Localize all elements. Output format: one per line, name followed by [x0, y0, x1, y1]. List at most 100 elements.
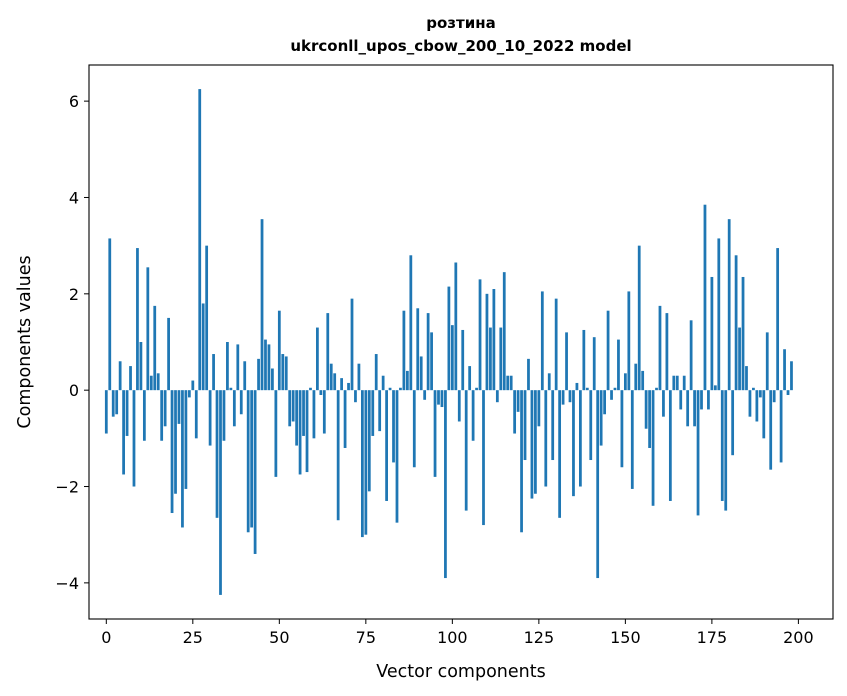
bar-175 — [710, 276, 714, 391]
chart-title: розтина — [426, 14, 495, 32]
bar-85 — [399, 387, 402, 391]
x-tick-label: 200 — [783, 628, 814, 647]
bar-31 — [212, 354, 215, 391]
bar-160 — [658, 305, 662, 391]
bar-36 — [229, 387, 233, 391]
bar-188 — [755, 390, 759, 422]
bar-81 — [385, 390, 388, 501]
bar-183 — [738, 327, 741, 391]
bar-30 — [208, 390, 212, 446]
bar-91 — [419, 356, 423, 391]
bar-143 — [599, 390, 603, 446]
bar-57 — [302, 390, 305, 436]
bar-107 — [475, 387, 478, 391]
bar-27 — [198, 89, 202, 391]
bar-38 — [236, 344, 240, 391]
bar-152 — [630, 390, 634, 489]
bar-132 — [561, 390, 565, 405]
bar-120 — [520, 390, 523, 533]
bar-189 — [758, 390, 762, 398]
bar-187 — [752, 387, 755, 391]
y-tick-label: 4 — [69, 188, 79, 207]
bar-12 — [146, 267, 150, 391]
bar-136 — [575, 382, 579, 391]
bar-145 — [606, 310, 610, 391]
y-tick-label: 6 — [69, 92, 79, 111]
y-tick-label: −4 — [55, 574, 79, 593]
bar-69 — [343, 390, 347, 448]
bar-15 — [156, 373, 160, 391]
bar-74 — [360, 390, 364, 538]
bar-99 — [447, 286, 451, 391]
bar-122 — [527, 358, 530, 391]
bar-147 — [613, 387, 617, 391]
bar-46 — [264, 339, 267, 391]
bars-group — [104, 89, 793, 595]
bar-112 — [492, 289, 496, 391]
bar-154 — [637, 245, 641, 391]
bar-82 — [388, 387, 392, 391]
bar-194 — [776, 248, 780, 391]
bar-176 — [713, 385, 717, 391]
bar-157 — [648, 390, 651, 448]
bar-17 — [163, 390, 167, 427]
chart-subtitle: ukrconll_upos_cbow_200_10_2022 model — [290, 37, 631, 55]
bar-109 — [482, 390, 485, 526]
bar-165 — [675, 375, 679, 391]
bar-25 — [191, 380, 195, 391]
bar-131 — [558, 390, 562, 518]
bar-169 — [689, 320, 693, 391]
bar-151 — [627, 291, 631, 391]
bar-88 — [409, 255, 413, 391]
bar-50 — [277, 310, 281, 391]
bar-28 — [201, 303, 205, 391]
bar-68 — [340, 378, 343, 391]
bar-198 — [790, 361, 793, 391]
bar-155 — [641, 370, 645, 391]
bar-60 — [312, 390, 316, 439]
bar-146 — [610, 390, 613, 400]
bar-70 — [347, 382, 350, 391]
bar-182 — [734, 255, 738, 391]
bar-140 — [589, 390, 593, 461]
bar-59 — [309, 387, 312, 391]
bar-185 — [745, 366, 748, 391]
bar-56 — [298, 390, 302, 475]
x-tick-label: 125 — [524, 628, 555, 647]
bar-159 — [655, 387, 658, 391]
bar-21 — [177, 390, 181, 424]
bar-137 — [579, 390, 582, 487]
bar-191 — [765, 332, 769, 391]
bar-45 — [260, 219, 264, 391]
bar-150 — [623, 373, 627, 391]
bar-116 — [506, 375, 510, 391]
bar-95 — [433, 390, 437, 477]
bar-100 — [450, 325, 454, 391]
bar-98 — [444, 390, 447, 579]
bar-128 — [547, 373, 551, 391]
bar-139 — [585, 387, 589, 391]
bar-87 — [405, 370, 409, 391]
bar-126 — [540, 291, 544, 391]
bar-0 — [104, 390, 108, 434]
bar-110 — [485, 293, 489, 391]
bar-133 — [565, 332, 568, 391]
bar-10 — [139, 342, 143, 391]
bar-193 — [772, 390, 776, 403]
bar-24 — [187, 390, 191, 398]
bar-124 — [534, 390, 537, 494]
bar-148 — [617, 339, 620, 391]
bar-102 — [457, 390, 461, 422]
bar-49 — [274, 390, 278, 477]
bar-92 — [423, 390, 427, 400]
bar-190 — [762, 390, 766, 439]
bar-96 — [437, 390, 440, 405]
bar-167 — [682, 375, 686, 391]
bar-192 — [769, 390, 773, 470]
bar-55 — [295, 390, 299, 446]
bar-162 — [665, 313, 669, 391]
bar-119 — [516, 390, 520, 412]
bar-94 — [430, 332, 433, 391]
bar-33 — [219, 390, 222, 595]
